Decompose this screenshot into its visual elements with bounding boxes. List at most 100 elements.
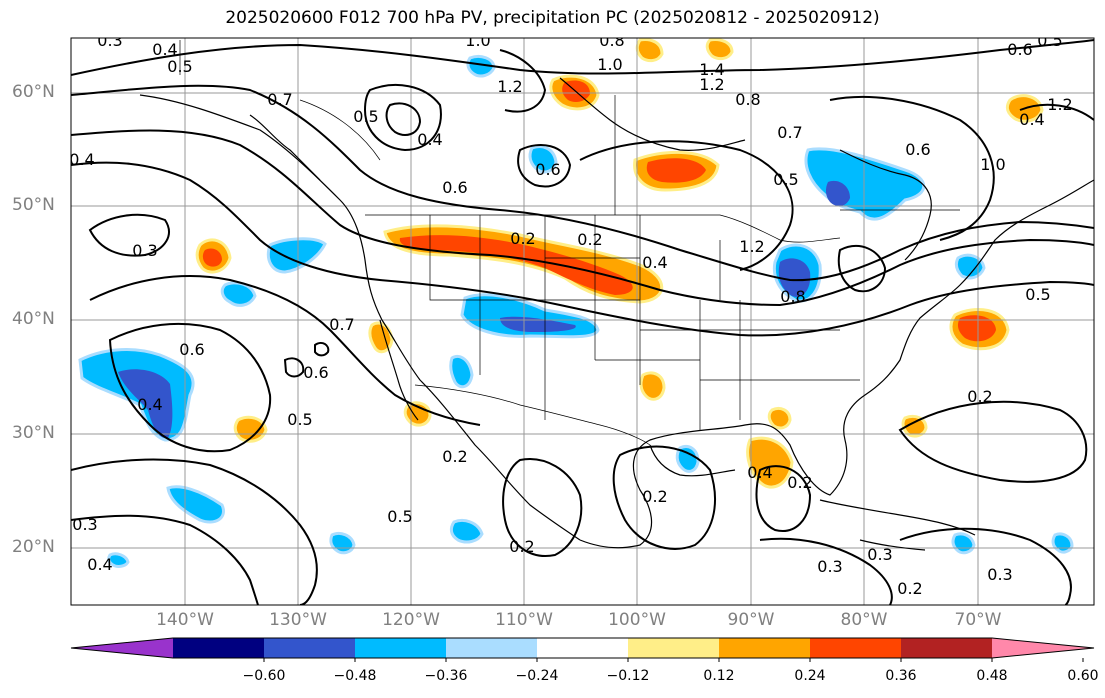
contour-label: 0.2: [442, 447, 467, 466]
lon-label-120w: 120°W: [382, 610, 440, 630]
precip-area-baja: [368, 321, 394, 354]
precip-area-atl-ne: [1051, 532, 1074, 554]
colorbar-tick-label: −0.60: [242, 668, 286, 684]
contour-label: 0.5: [387, 507, 412, 526]
plot-frame: [70, 37, 1095, 606]
precip-area-bc: [635, 38, 664, 63]
contour-label: 0.6: [1007, 40, 1032, 59]
contour-label: 0.4: [69, 150, 94, 169]
contour-label: 0.7: [267, 90, 292, 109]
precip-area-bc-n: [528, 145, 558, 174]
colorbar-segment: [264, 638, 356, 658]
precip-strong-negative: [118, 180, 850, 439]
precip-area-subtropic-w: [329, 531, 356, 555]
contour-label: 0.5: [773, 170, 798, 189]
contour-label: 0.6: [905, 140, 930, 159]
precip-area-far-w: [107, 552, 130, 568]
contour-label: 0.4: [642, 253, 667, 272]
contour-label: 1.2: [699, 75, 724, 94]
contour-label: 0.2: [642, 487, 667, 506]
contour-label: 0.2: [787, 473, 812, 492]
contour-label: 0.3: [97, 31, 122, 50]
contour-label: 0.6: [303, 363, 328, 382]
contour-label: 0.3: [72, 515, 97, 534]
colorbar-segment: [719, 638, 811, 658]
contour-label: 0.7: [329, 315, 354, 334]
colorbar-outline: [70, 637, 1095, 659]
lon-label-140w: 140°W: [156, 610, 214, 630]
contour-label: 1.4: [699, 60, 724, 79]
contour-label: 0.7: [777, 123, 802, 142]
contour-label: 0.3: [987, 565, 1012, 584]
lon-label-80w: 80°W: [840, 610, 888, 630]
contour-label: 0.4: [87, 555, 112, 574]
colorbar-extend-low: [71, 638, 173, 658]
contour-label: 0.5: [1037, 31, 1062, 50]
coastlines: [139, 77, 1094, 551]
precip-area-alaska-n: [466, 54, 496, 78]
precip-area-caribbean-e: [951, 532, 976, 555]
contour-label: 0.2: [509, 537, 534, 556]
precip-area-sub-pacific: [233, 415, 268, 443]
contour-label: 1.2: [739, 237, 764, 256]
lon-label-70w: 70°W: [954, 610, 1002, 630]
contour-label: 0.3: [817, 557, 842, 576]
contour-label: 0.8: [599, 31, 624, 50]
precip-area-gulf-n: [675, 445, 700, 473]
contour-label: 1.0: [980, 155, 1005, 174]
precip-area-caribbean: [901, 414, 928, 438]
lon-label-110w: 110°W: [495, 610, 553, 630]
lat-label-30: 30°N: [12, 423, 55, 443]
colorbar-tick-label: 0.36: [885, 668, 917, 684]
colorbar-tick-label: −0.36: [424, 668, 468, 684]
contour-label: 0.2: [967, 387, 992, 406]
contour-label: 0.6: [442, 178, 467, 197]
colorbar-tick-label: −0.24: [515, 668, 559, 684]
lat-label-50: 50°N: [12, 195, 55, 215]
precip-area-maine: [954, 253, 986, 280]
chart-title: 2025020600 F012 700 hPa PV, precipitatio…: [225, 8, 880, 28]
colorbar-tick-label: −0.48: [333, 668, 377, 684]
precip-area-pacific-nw: [266, 237, 327, 274]
precip-area-gulf-small: [767, 406, 792, 430]
contour-label: 0.5: [353, 107, 378, 126]
lon-label-130w: 130°W: [269, 610, 327, 630]
precip-area-bc2: [705, 38, 734, 61]
colorbar-tick-label: −0.12: [606, 668, 650, 684]
contour-label: 0.4: [152, 40, 177, 59]
lat-label-60: 60°N: [12, 82, 55, 102]
contour-label: 0.5: [287, 410, 312, 429]
colorbar-tick-label: 0.12: [703, 668, 735, 684]
contour-label: 0.8: [780, 287, 805, 306]
contour-label: 0.5: [167, 57, 192, 76]
colorbar: [70, 637, 1095, 662]
contour-label: 0.8: [735, 90, 760, 109]
contour-label: 1.2: [497, 77, 522, 96]
lon-label-100w: 100°W: [608, 610, 666, 630]
contour-label: 1.2: [1047, 95, 1072, 114]
lat-label-20: 20°N: [12, 537, 55, 557]
contour-label: 0.3: [132, 241, 157, 260]
contour-label: 0.4: [747, 463, 772, 482]
colorbar-tick-label: 0.60: [1067, 668, 1099, 684]
colorbar-segment: [810, 638, 902, 658]
colorbar-segment: [446, 638, 538, 658]
contour-label: 1.0: [465, 31, 490, 50]
colorbar-tick-label: 0.24: [794, 668, 826, 684]
colorbar-tick-label: 0.48: [976, 668, 1008, 684]
contour-label: 0.6: [179, 340, 204, 359]
contour-label: 0.4: [1019, 110, 1044, 129]
contour-label: 0.5: [1025, 285, 1050, 304]
contour-label: 0.2: [577, 230, 602, 249]
precip-area-baja-s: [449, 354, 474, 389]
colorbar-segment: [173, 638, 265, 658]
contour-label: 0.2: [897, 579, 922, 598]
precip-area-texas: [639, 371, 666, 401]
contour-label: 0.4: [137, 395, 162, 414]
precip-strong-positive: [202, 80, 996, 342]
contour-label: 0.6: [535, 160, 560, 179]
contour-label: 0.2: [510, 229, 535, 248]
contour-label: 0.3: [867, 545, 892, 564]
precip-area-subtropic-pac: [166, 485, 225, 524]
